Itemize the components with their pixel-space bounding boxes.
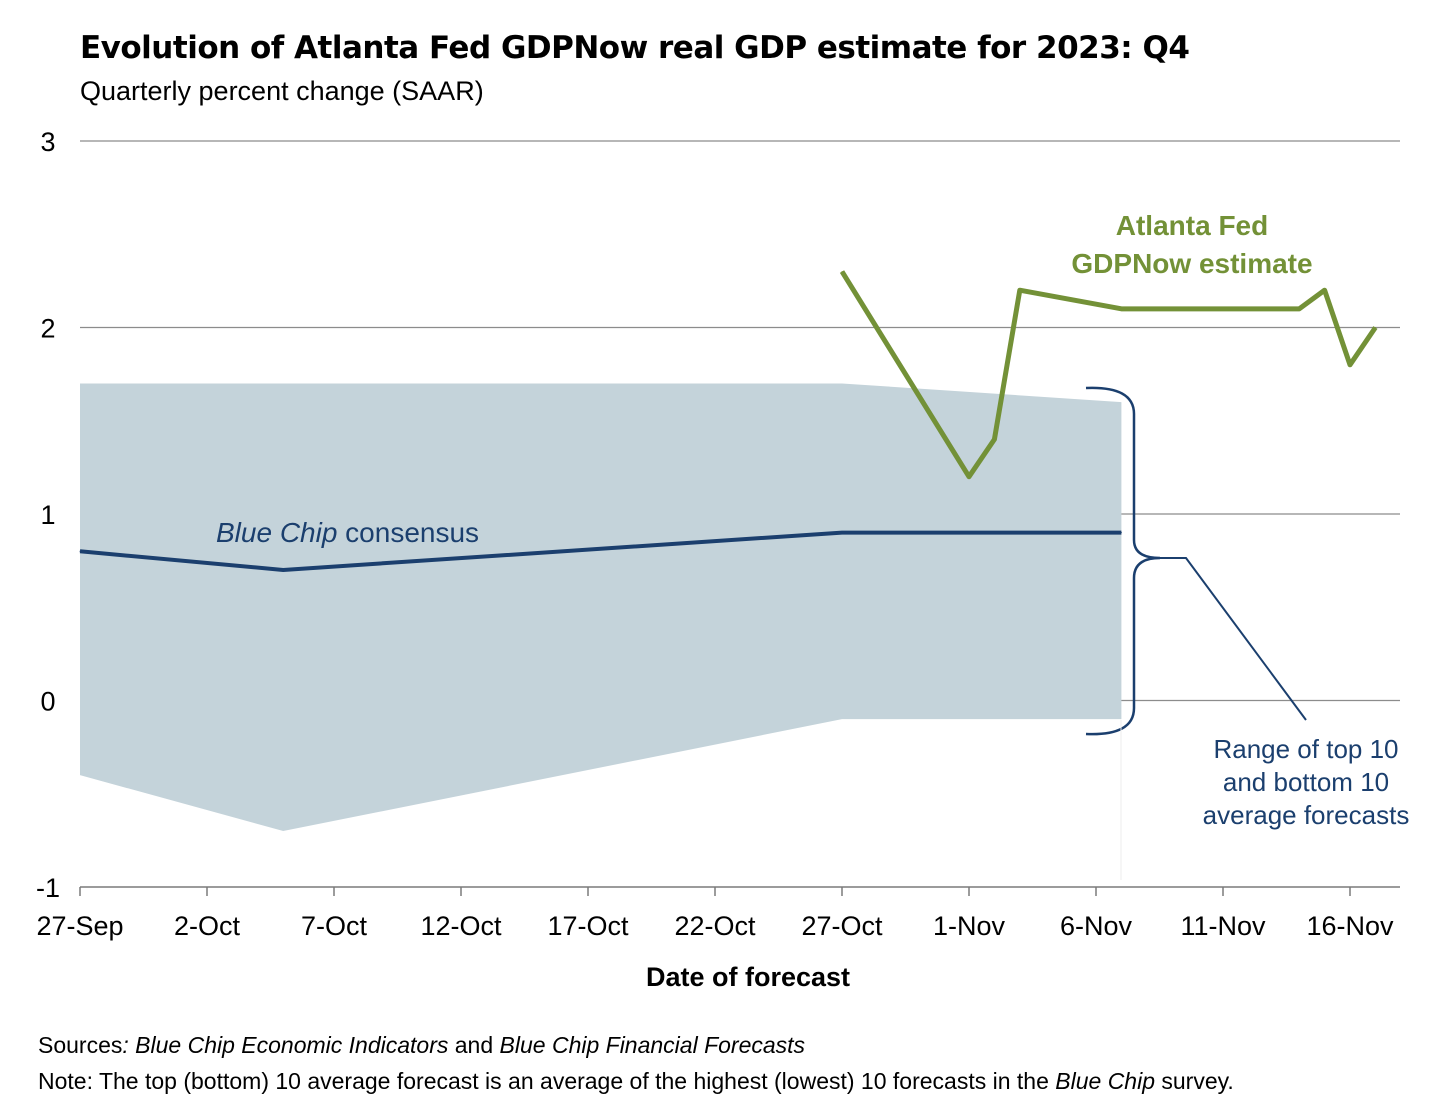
chart-subtitle: Quarterly percent change (SAAR) [80,76,484,106]
data-point-gdpnow [1349,364,1351,366]
y-tick-label: 1 [40,500,55,530]
data-point-bluechip [1120,532,1122,534]
chart-title: Evolution of Atlanta Fed GDPNow real GDP… [80,30,1190,66]
data-point-gdpnow [1019,289,1021,291]
series-label-bluechip: Blue Chip consensus [216,517,479,548]
y-tick-label: 0 [40,687,55,717]
y-tick-label: -1 [36,873,60,903]
data-point-gdpnow [968,476,970,478]
data-point-gdpnow [993,438,995,440]
data-point-gdpnow [1374,327,1376,328]
x-tick-label: 6-Nov [1060,911,1133,941]
data-point-gdpnow [841,271,843,273]
axes: -1 0 1 2 3 27-Sep 2-Oct 7-Oct 12-Oct 17-Oct 22-Oct… [36,127,1400,992]
sources-note: Sources: Blue Chip Economic Indicators a… [38,1032,806,1058]
x-tick-label: 27-Sep [36,911,123,941]
y-tick-label: 2 [40,314,55,344]
data-point-bluechip [841,532,843,534]
line-chart: -1 0 1 2 3 27-Sep 2-Oct 7-Oct 12-Oct 17-Oct 22-Oct… [36,127,1409,992]
data-point-bluechip [282,569,284,571]
x-tick-label: 27-Oct [801,911,883,941]
range-area [80,383,1122,832]
annotations: Atlanta Fed GDPNow estimate Blue Chip cons… [216,210,1409,880]
x-tick-label: 12-Oct [420,911,502,941]
y-tick-label: 3 [40,127,55,157]
data-point-bluechip [79,550,81,552]
x-tick-label: 17-Oct [547,911,629,941]
range-label: average forecasts [1203,800,1410,830]
x-tick-label: 11-Nov [1180,911,1266,941]
series-line-bluechip [79,530,1122,572]
x-axis-label: Date of forecast [646,962,850,992]
series-label-gdpnow: Atlanta Fed [1116,210,1268,241]
range-label: and bottom 10 [1223,767,1389,797]
range-label: Range of top 10 [1213,734,1398,764]
leader-line [1160,557,1307,721]
data-point-gdpnow [1298,308,1300,310]
x-tick-label: 16-Nov [1306,911,1394,941]
x-tick-label: 1-Nov [933,911,1006,941]
range-band [80,383,1122,832]
data-point-gdpnow [1324,289,1326,291]
x-tick-label: 2-Oct [174,911,241,941]
x-tick-label: 7-Oct [301,911,368,941]
data-point-gdpnow [1120,308,1122,310]
footnote: Note: The top (bottom) 10 average foreca… [38,1068,1234,1094]
series-lines [79,270,1378,572]
series-label-gdpnow: GDPNow estimate [1071,248,1312,279]
x-tick-label: 22-Oct [674,911,756,941]
